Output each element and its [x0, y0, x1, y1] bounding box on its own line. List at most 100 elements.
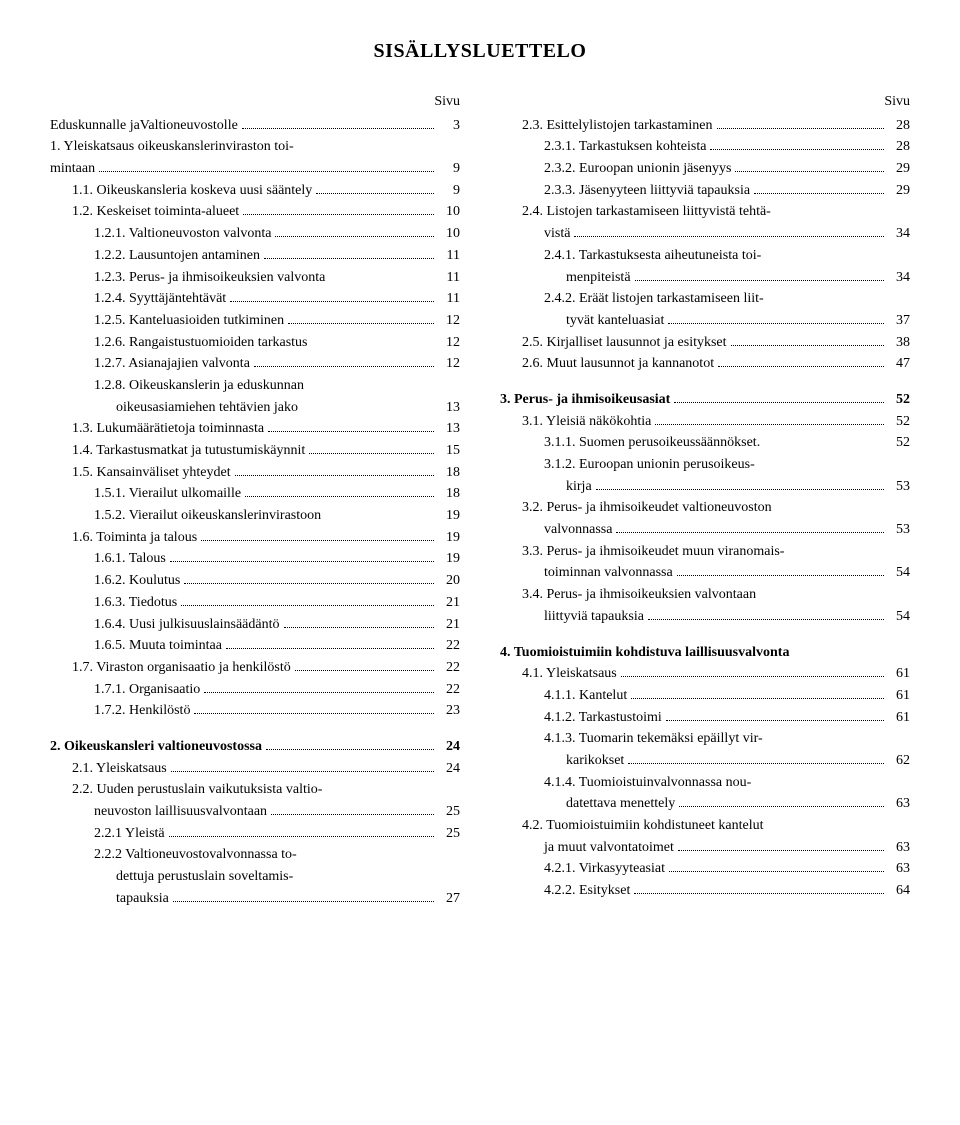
- toc-page-number: 28: [888, 136, 910, 158]
- toc-row: Eduskunnalle jaValtioneuvostolle3: [50, 115, 460, 137]
- toc-leader-dots: [574, 236, 884, 237]
- toc-row: 3. Perus- ja ihmisoikeusasiat52: [500, 389, 910, 411]
- toc-page-number: 13: [438, 397, 460, 419]
- toc-label: 2.5. Kirjalliset lausunnot ja esitykset: [522, 332, 727, 354]
- toc-label: 4.1.4. Tuomioistuinvalvonnassa nou-: [544, 772, 751, 794]
- toc-page-number: 25: [438, 801, 460, 823]
- toc-leader-dots: [204, 692, 434, 693]
- toc-label: 2.4.1. Tarkastuksesta aiheutuneista toi-: [544, 245, 761, 267]
- toc-page-number: 63: [888, 858, 910, 880]
- toc-row: 1. Yleiskatsaus oikeuskanslerinviraston …: [50, 136, 460, 158]
- toc-row: 4. Tuomioistuimiin kohdistuva laillisuus…: [500, 642, 910, 664]
- toc-page-number: 9: [438, 180, 460, 202]
- toc-label: 4.1. Yleiskatsaus: [522, 663, 617, 685]
- toc-row: vistä34: [500, 223, 910, 245]
- toc-row: 2.4.2. Eräät listojen tarkastamiseen lii…: [500, 288, 910, 310]
- toc-row: 1.2.6. Rangaistustuomioiden tarkastus12: [50, 332, 460, 354]
- toc-leader-dots: [710, 149, 884, 150]
- toc-label: 1.6.1. Talous: [94, 548, 166, 570]
- toc-label: 2.3.1. Tarkastuksen kohteista: [544, 136, 706, 158]
- toc-label: 2.3. Esittelylistojen tarkastaminen: [522, 115, 713, 137]
- toc-row: 1.2.2. Lausuntojen antaminen11: [50, 245, 460, 267]
- toc-page-number: 22: [438, 635, 460, 657]
- toc-label: 1.6.2. Koulutus: [94, 570, 180, 592]
- toc-spacer: [500, 375, 910, 389]
- toc-leader-dots: [666, 720, 884, 721]
- toc-row: 1.6.5. Muuta toimintaa22: [50, 635, 460, 657]
- toc-row: 1.2.7. Asianajajien valvonta12: [50, 353, 460, 375]
- toc-label: 1.2.8. Oikeuskanslerin ja eduskunnan: [94, 375, 304, 397]
- toc-row: tyvät kanteluasiat37: [500, 310, 910, 332]
- toc-label: valvonnassa: [544, 519, 612, 541]
- toc-row: menpiteistä34: [500, 267, 910, 289]
- toc-page-number: 61: [888, 685, 910, 707]
- toc-page-number: 34: [888, 267, 910, 289]
- toc-page-number: 19: [438, 505, 460, 527]
- toc-row: 2.3.2. Euroopan unionin jäsenyys29: [500, 158, 910, 180]
- toc-label: 2.3.3. Jäsenyyteen liittyviä tapauksia: [544, 180, 750, 202]
- toc-leader-dots: [275, 236, 434, 237]
- toc-page-number: 12: [438, 310, 460, 332]
- toc-row: 3.4. Perus- ja ihmisoikeuksien valvontaa…: [500, 584, 910, 606]
- toc-label: tyvät kanteluasiat: [566, 310, 664, 332]
- toc-row: 3.1. Yleisiä näkökohtia52: [500, 411, 910, 433]
- toc-label: 3.3. Perus- ja ihmisoikeudet muun virano…: [522, 541, 784, 563]
- toc-page-number: 18: [438, 462, 460, 484]
- toc-spacer: [50, 722, 460, 736]
- toc-page-number: 34: [888, 223, 910, 245]
- toc-label: 4.2.1. Virkasyyteasiat: [544, 858, 665, 880]
- toc-label: toiminnan valvonnassa: [544, 562, 673, 584]
- toc-row: 1.5.2. Vierailut oikeuskanslerinvirastoo…: [50, 505, 460, 527]
- toc-leader-dots: [295, 670, 434, 671]
- toc-label: 1.2.2. Lausuntojen antaminen: [94, 245, 260, 267]
- toc-row: neuvoston laillisuusvalvontaan 25: [50, 801, 460, 823]
- toc-row: 1.1. Oikeuskansleria koskeva uusi säänte…: [50, 180, 460, 202]
- toc-label: 2. Oikeuskansleri valtioneuvostossa: [50, 736, 262, 758]
- toc-page-number: 28: [888, 115, 910, 137]
- toc-page-number: 18: [438, 483, 460, 505]
- toc-label: 3. Perus- ja ihmisoikeusasiat: [500, 389, 670, 411]
- toc-label: 3.2. Perus- ja ihmisoikeudet valtioneuvo…: [522, 497, 772, 519]
- toc-label: 2.2.1 Yleistä: [94, 823, 165, 845]
- toc-label: neuvoston laillisuusvalvontaan: [94, 801, 267, 823]
- toc-label: 2.2. Uuden perustuslain vaikutuksista va…: [72, 779, 322, 801]
- toc-row: karikokset62: [500, 750, 910, 772]
- toc-row: 2.2.1 Yleistä 25: [50, 823, 460, 845]
- toc-row: 1.6.4. Uusi julkisuuslainsäädäntö21: [50, 614, 460, 636]
- toc-leader-dots: [173, 901, 434, 902]
- toc-leader-dots: [628, 763, 884, 764]
- toc-leader-dots: [677, 575, 884, 576]
- toc-row: 1.5. Kansainväliset yhteydet18: [50, 462, 460, 484]
- toc-leader-dots: [631, 698, 884, 699]
- toc-label: 2.2.2 Valtioneuvostovalvonnassa to-: [94, 844, 297, 866]
- toc-row: kirja53: [500, 476, 910, 498]
- toc-page-number: 25: [438, 823, 460, 845]
- toc-row: datettava menettely63: [500, 793, 910, 815]
- toc-leader-dots: [266, 749, 434, 750]
- toc-leader-dots: [668, 323, 884, 324]
- toc-leader-dots: [254, 366, 434, 367]
- toc-label: 1.6. Toiminta ja talous: [72, 527, 197, 549]
- toc-row: 1.2.1. Valtioneuvoston valvonta10: [50, 223, 460, 245]
- toc-leader-dots: [669, 871, 884, 872]
- toc-row: 2.3. Esittelylistojen tarkastaminen 28: [500, 115, 910, 137]
- toc-row: 4.1.4. Tuomioistuinvalvonnassa nou-: [500, 772, 910, 794]
- toc-leader-dots: [171, 771, 434, 772]
- toc-row: 2.1. Yleiskatsaus24: [50, 758, 460, 780]
- toc-page-number: 52: [888, 432, 910, 454]
- toc-row: 3.3. Perus- ja ihmisoikeudet muun virano…: [500, 541, 910, 563]
- toc-leader-dots: [181, 605, 434, 606]
- toc-page-number: 61: [888, 707, 910, 729]
- toc-leader-dots: [268, 431, 434, 432]
- toc-label: 1.7.1. Organisaatio: [94, 679, 200, 701]
- toc-leader-dots: [674, 402, 884, 403]
- toc-row: 2.5. Kirjalliset lausunnot ja esitykset 3…: [500, 332, 910, 354]
- toc-page-number: 61: [888, 663, 910, 685]
- toc-row: 1.2.4. Syyttäjäntehtävät11: [50, 288, 460, 310]
- toc-label: 1.2.3. Perus- ja ihmisoikeuksien valvont…: [94, 267, 325, 289]
- toc-label: 2.4.2. Eräät listojen tarkastamiseen lii…: [544, 288, 764, 310]
- toc-leader-dots: [316, 193, 434, 194]
- toc-page-number: 23: [438, 700, 460, 722]
- toc-row: 2.4.1. Tarkastuksesta aiheutuneista toi-: [500, 245, 910, 267]
- toc-page-number: 38: [888, 332, 910, 354]
